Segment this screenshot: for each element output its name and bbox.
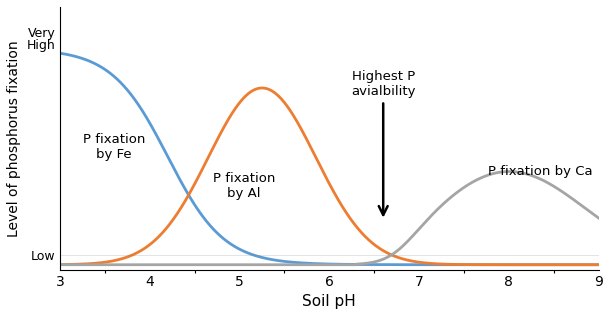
Text: P fixation
by Al: P fixation by Al (213, 172, 275, 200)
Y-axis label: Level of phosphorus fixation: Level of phosphorus fixation (7, 40, 21, 237)
X-axis label: Soil pH: Soil pH (303, 294, 356, 309)
Text: P fixation
by Fe: P fixation by Fe (83, 133, 145, 161)
Text: P fixation by Ca: P fixation by Ca (488, 165, 592, 178)
Text: Highest P
avialbility: Highest P avialbility (351, 70, 415, 215)
